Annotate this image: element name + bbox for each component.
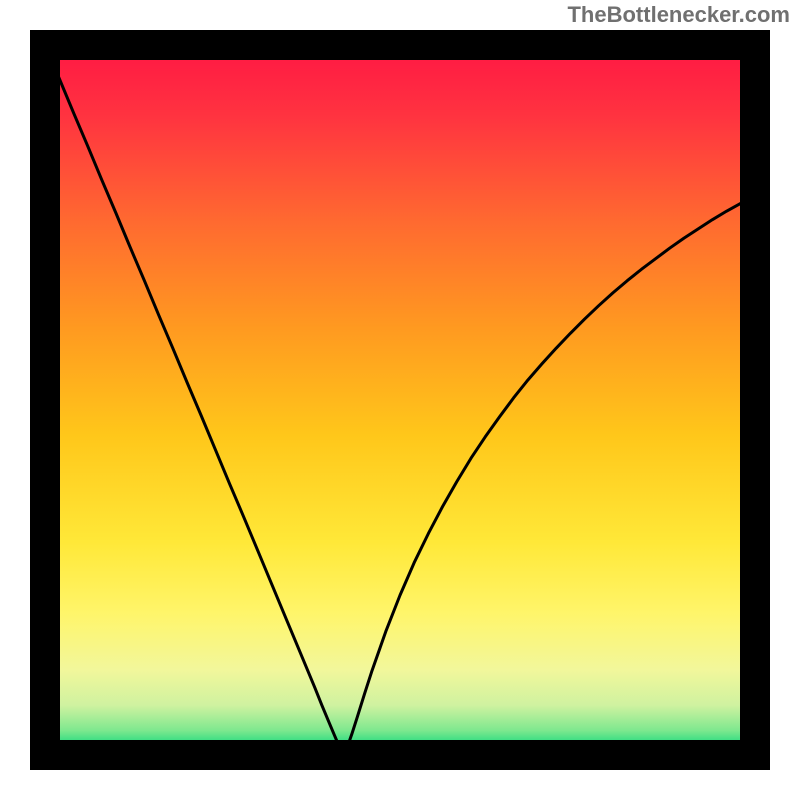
- watermark-text: TheBottlenecker.com: [567, 2, 790, 28]
- bottleneck-chart: [0, 0, 800, 800]
- plot-gradient-area: [45, 45, 755, 755]
- chart-container: { "canvas": { "width": 800, "height": 80…: [0, 0, 800, 800]
